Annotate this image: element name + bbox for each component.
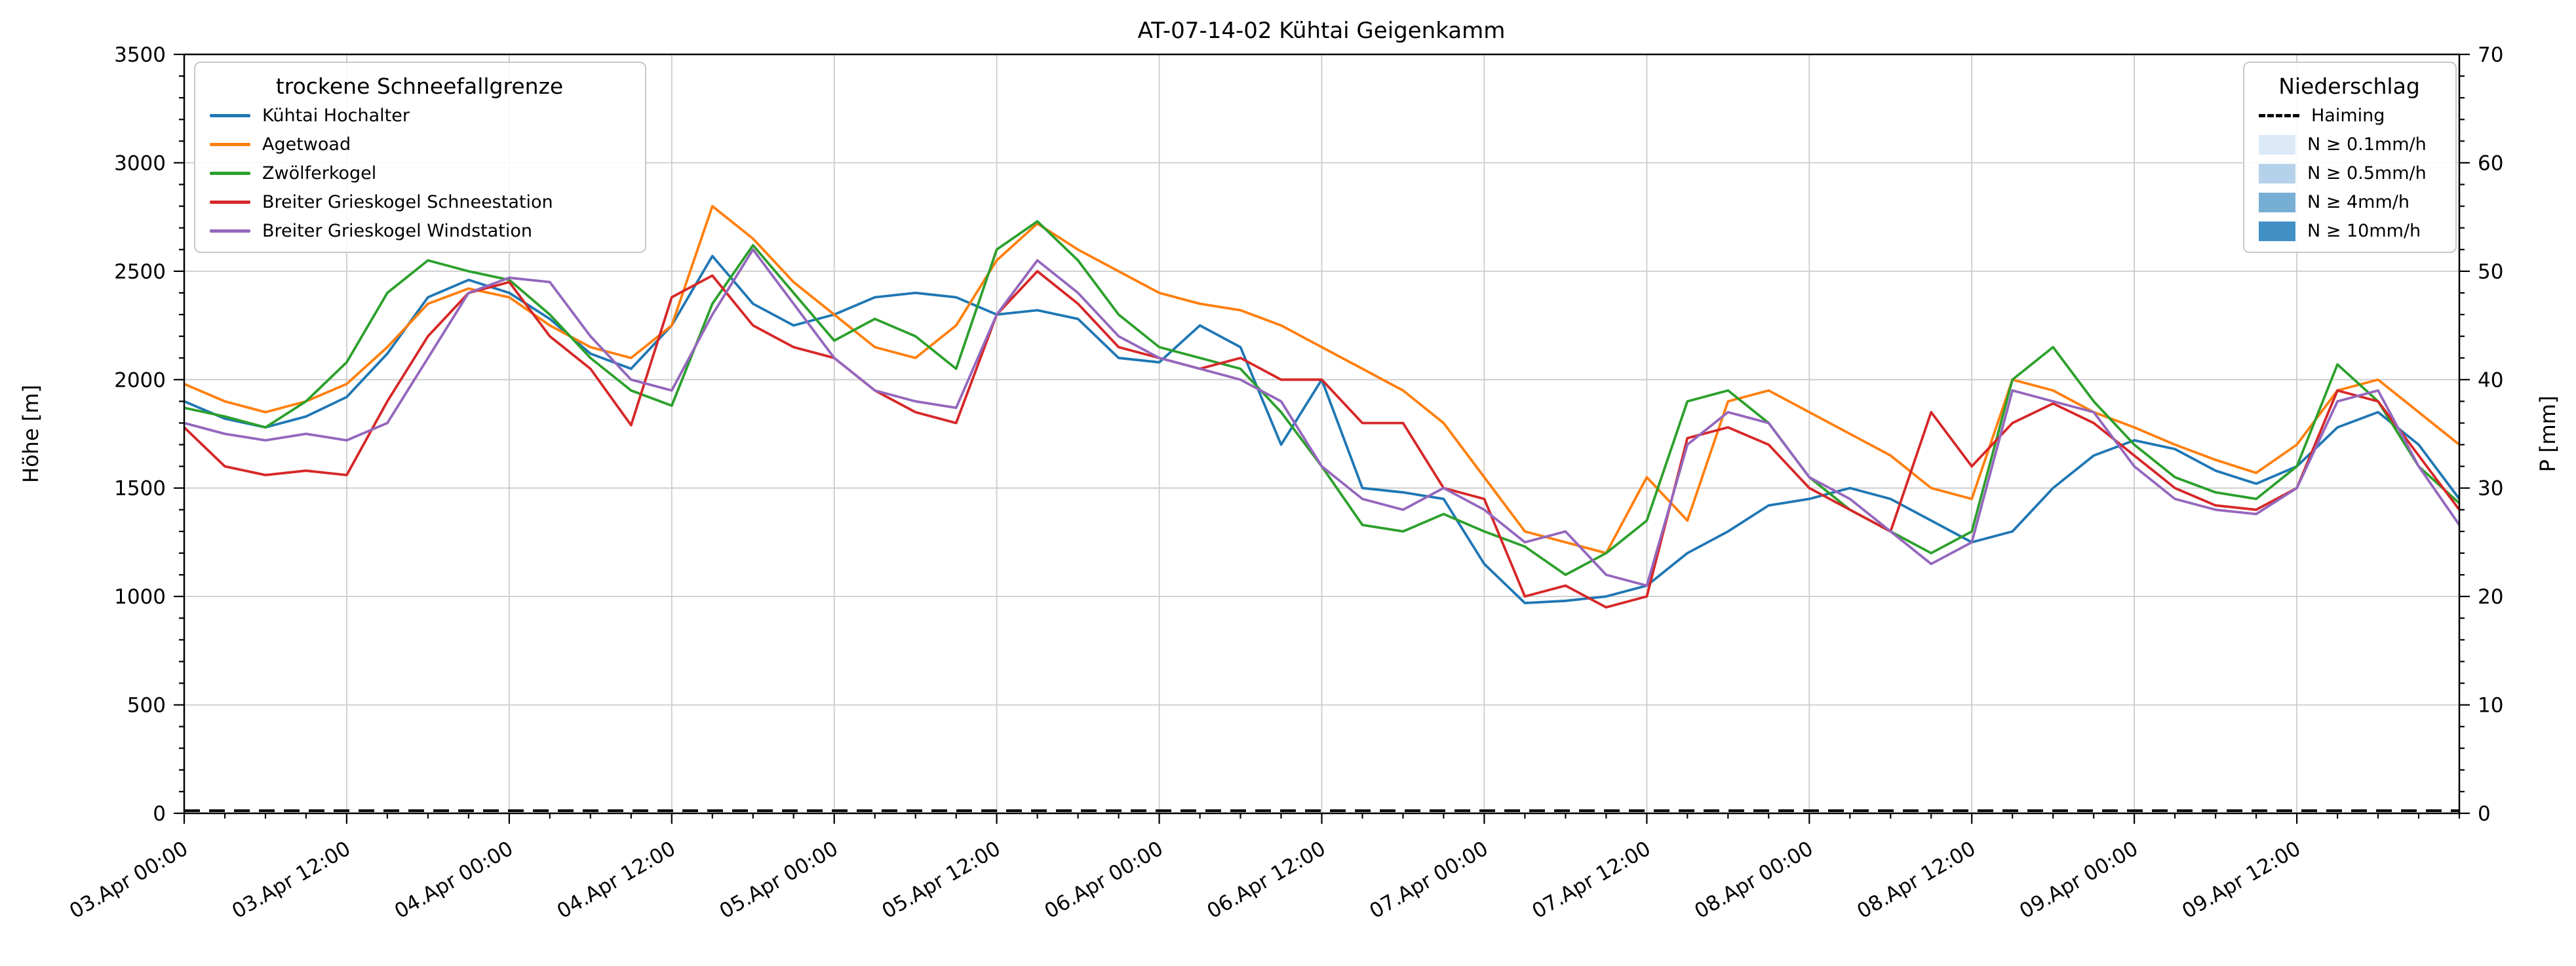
y-left-tick-label: 3500 — [114, 43, 166, 67]
y-right-tick-label: 50 — [2478, 260, 2503, 284]
series-line-swatch — [210, 143, 250, 146]
y-left-tick-label: 0 — [153, 802, 166, 826]
x-tick-label: 03.Apr 12:00 — [228, 837, 355, 923]
x-tick-label: 07.Apr 12:00 — [1528, 837, 1654, 923]
y-left-tick-label: 500 — [127, 694, 166, 718]
legend-item: Agetwoad — [210, 134, 629, 155]
x-tick-label: 05.Apr 00:00 — [716, 837, 842, 923]
legend-item: N ≥ 10mm/h — [2259, 221, 2440, 241]
x-tick-label: 03.Apr 00:00 — [66, 837, 192, 923]
y-axis-right-label: P [mm] — [2535, 396, 2560, 473]
precip-intensity-swatch — [2259, 192, 2295, 212]
legend-precip-title: Niederschlag — [2278, 73, 2420, 99]
legend-item: Kühtai Hochalter — [210, 106, 629, 126]
y-left-tick-label: 3000 — [114, 151, 166, 175]
legend-label: Agetwoad — [262, 134, 351, 155]
legend-item: N ≥ 0.5mm/h — [2259, 163, 2440, 184]
legend-item: Zwölferkogel — [210, 163, 629, 184]
legend-snowline-title: trockene Schneefallgrenze — [275, 73, 564, 99]
x-tick-label: 06.Apr 12:00 — [1203, 837, 1329, 923]
legend-label: Kühtai Hochalter — [262, 106, 410, 126]
x-tick-label: 09.Apr 12:00 — [2178, 837, 2305, 923]
legend-snowline-items: Kühtai Hochalter Agetwoad Zwölferkogel Brei… — [210, 106, 629, 241]
legend-item: Breiter Grieskogel Windstation — [210, 221, 629, 241]
legend-label: Breiter Grieskogel Windstation — [262, 221, 533, 241]
y-axis-left-label: Höhe [m] — [18, 385, 43, 483]
series-line — [184, 248, 2461, 587]
y-right-tick-label: 10 — [2478, 694, 2503, 718]
series-line-swatch — [210, 114, 250, 117]
series-line-swatch — [210, 201, 250, 204]
legend-label: Haiming — [2311, 106, 2385, 126]
x-tick-label: 06.Apr 00:00 — [1041, 837, 1167, 923]
y-right-tick-label: 30 — [2478, 477, 2503, 501]
y-left-tick-label: 1000 — [114, 585, 166, 609]
legend-label: Breiter Grieskogel Schneestation — [262, 192, 553, 212]
y-right-tick-label: 60 — [2478, 151, 2503, 175]
legend-label: Zwölferkogel — [262, 163, 377, 184]
x-tick-label: 08.Apr 00:00 — [1690, 837, 1817, 923]
series-line-swatch — [210, 229, 250, 233]
x-tick-label: 07.Apr 00:00 — [1365, 837, 1492, 923]
legend-snowline: trockene Schneefallgrenze Kühtai Hochalt… — [194, 62, 646, 253]
x-tick-label: 08.Apr 12:00 — [1853, 837, 1980, 923]
precip-intensity-swatch — [2259, 221, 2295, 241]
x-tick-label: 05.Apr 12:00 — [878, 837, 1005, 923]
legend-label: N ≥ 4mm/h — [2307, 192, 2410, 212]
legend-item: N ≥ 0.1mm/h — [2259, 134, 2440, 155]
legend-precip: Niederschlag Haiming N ≥ 0.1mm/h N ≥ 0.5mm… — [2243, 62, 2457, 253]
precip-intensity-swatch — [2259, 134, 2295, 155]
y-right-tick-label: 20 — [2478, 585, 2503, 609]
x-tick-label: 09.Apr 00:00 — [2016, 837, 2142, 923]
y-right-tick-label: 70 — [2478, 43, 2503, 67]
plot-border — [183, 53, 2461, 815]
axis-ticks — [174, 53, 2470, 824]
x-tick-label: 04.Apr 12:00 — [553, 837, 680, 923]
series-lines — [183, 204, 2461, 812]
y-left-tick-label: 2500 — [114, 260, 166, 284]
y-right-tick-label: 0 — [2478, 802, 2491, 826]
legend-item: Breiter Grieskogel Schneestation — [210, 192, 629, 212]
x-tick-label: 04.Apr 00:00 — [391, 837, 517, 923]
legend-item: Haiming — [2259, 106, 2440, 126]
legend-item: N ≥ 4mm/h — [2259, 192, 2440, 212]
legend-label: N ≥ 10mm/h — [2307, 221, 2421, 241]
legend-label: N ≥ 0.5mm/h — [2307, 163, 2427, 184]
chart-title: AT-07-14-02 Kühtai Geigenkamm — [1138, 18, 1506, 44]
series-line — [183, 269, 2461, 609]
series-line-swatch — [210, 172, 250, 175]
dashed-line-swatch — [2259, 114, 2299, 117]
legend-label: N ≥ 0.1mm/h — [2307, 134, 2427, 155]
legend-precip-items: Haiming N ≥ 0.1mm/h N ≥ 0.5mm/h N ≥ 4mm/h N … — [2259, 106, 2440, 241]
precip-intensity-swatch — [2259, 163, 2295, 184]
y-left-tick-label: 1500 — [114, 477, 166, 501]
y-right-tick-label: 40 — [2478, 368, 2503, 392]
series-line — [184, 204, 2461, 554]
y-left-tick-label: 2000 — [114, 368, 166, 392]
